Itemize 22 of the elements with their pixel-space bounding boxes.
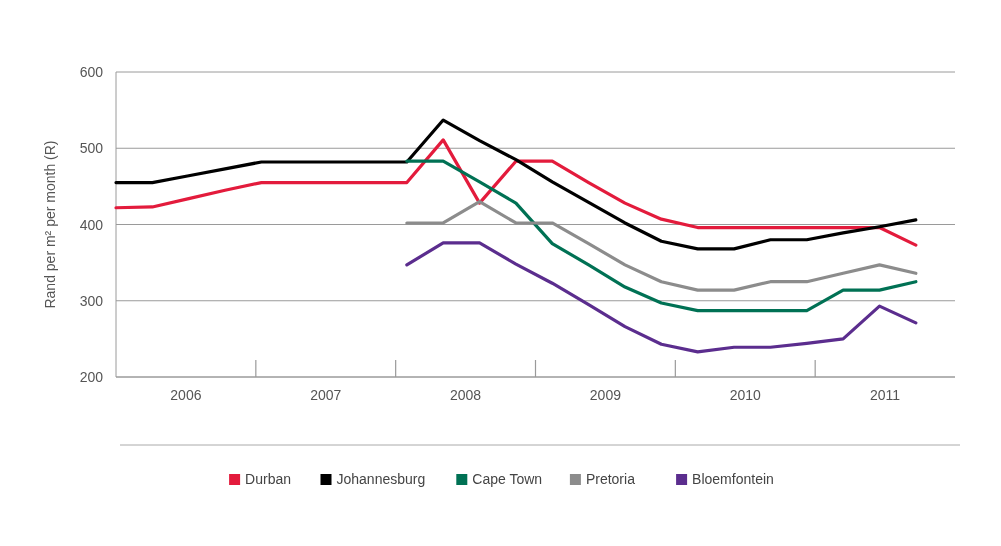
legend-label: Durban [245, 471, 292, 487]
line-series [405, 241, 918, 354]
x-tick-label: 2009 [589, 387, 622, 403]
line-series [405, 159, 918, 313]
y-tick-label: 200 [79, 369, 104, 385]
legend-label: Cape Town [472, 471, 543, 487]
x-tick-label: 2007 [310, 387, 342, 403]
y-axis-title: Rand per m² per month (R) [42, 140, 58, 309]
line-series [114, 138, 918, 247]
legend-label: Pretoria [585, 471, 636, 487]
x-tick-label: 2006 [170, 387, 202, 403]
legend-label: Bloemfontein [692, 471, 774, 487]
line-series [405, 200, 918, 292]
y-tick-label: 300 [79, 292, 104, 309]
line-series [114, 118, 918, 251]
x-tick-label: 2008 [450, 387, 482, 403]
y-tick-label: 500 [79, 140, 104, 157]
x-tick-label: 2010 [729, 387, 762, 403]
x-tick-label: 2011 [870, 387, 901, 403]
legend-label: Johannesburg [336, 471, 426, 487]
y-tick-label: 600 [79, 64, 104, 80]
y-tick-label: 400 [79, 216, 104, 233]
